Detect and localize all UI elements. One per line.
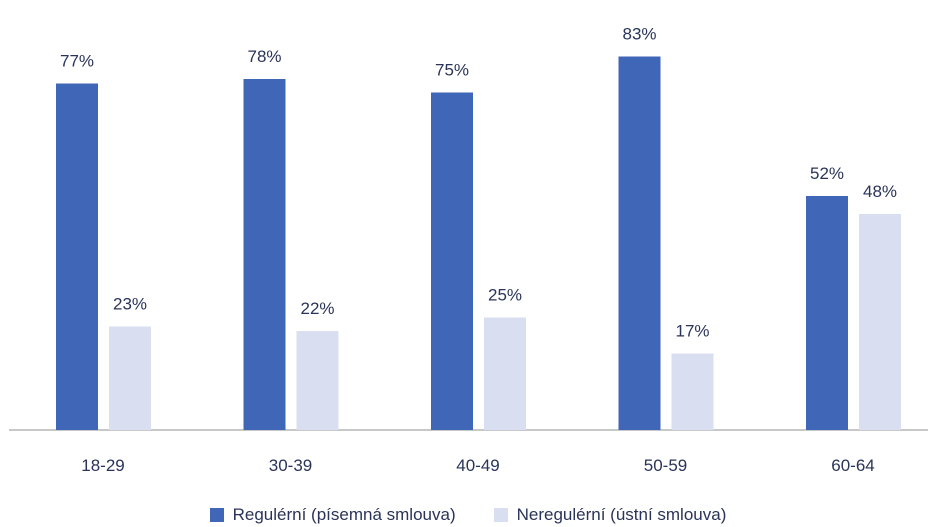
x-tick-label-60-64: 60-64 [831,456,874,475]
x-tick-label-50-59: 50-59 [644,456,687,475]
data-label-series1-18-29: 23% [113,295,147,314]
data-label-series0-18-29: 77% [60,52,94,71]
bar-series1-40-49 [484,317,526,430]
bar-series0-40-49 [431,92,473,430]
bar-series1-18-29 [109,326,151,430]
data-label-series0-60-64: 52% [810,164,844,183]
legend: Regulérní (písemná smlouva) Neregulérní … [0,504,936,526]
x-tick-label-30-39: 30-39 [269,456,312,475]
bar-series1-30-39 [296,331,339,430]
bar-series0-18-29 [56,83,98,430]
x-tick-label-18-29: 18-29 [81,456,124,475]
legend-label-regular: Regulérní (písemná smlouva) [232,505,456,524]
bar-series0-30-39 [243,79,286,430]
data-label-series1-40-49: 25% [488,286,522,305]
bar-series1-50-59 [671,353,714,430]
data-label-series0-40-49: 75% [435,61,469,80]
data-label-series1-60-64: 48% [863,182,897,201]
bar-chart: 77% 23% 18-29 78% 22% 30-39 75% 25% 40-49 83% 17% 5… [9,25,928,475]
bar-series0-60-64 [806,196,848,430]
data-label-series1-50-59: 17% [675,322,709,341]
bar-series1-60-64 [859,214,901,430]
legend-item-irregular: Neregulérní (ústní smlouva) [493,505,727,525]
legend-swatch-irregular [493,508,508,522]
legend-swatch-regular [209,508,224,522]
legend-item-regular: Regulérní (písemná smlouva) [209,505,456,525]
data-label-series0-30-39: 78% [247,47,281,66]
data-label-series0-50-59: 83% [622,25,656,44]
legend-label-irregular: Neregulérní (ústní smlouva) [516,505,727,524]
x-tick-label-40-49: 40-49 [456,456,499,475]
bar-series0-50-59 [618,56,661,430]
data-label-series1-30-39: 22% [300,299,334,318]
